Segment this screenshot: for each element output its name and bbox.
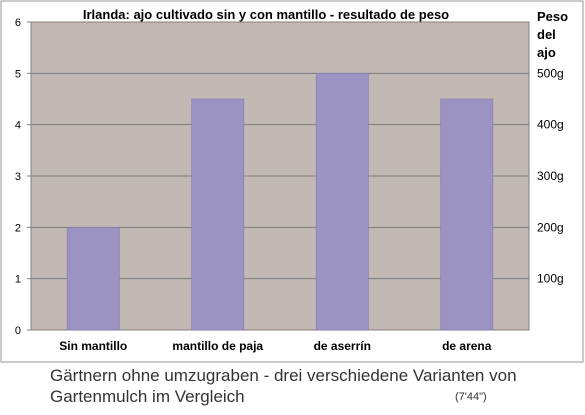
caption: Gärtnern ohne umzugraben - drei verschie… <box>50 365 580 407</box>
y-tick-label: 6 <box>15 17 21 29</box>
y-axis-ticks: 0 1 2 3 4 5 6 <box>15 17 31 337</box>
x-tick-label: Sin mantillo <box>59 339 127 353</box>
caption-line-2: Gartenmulch im Vergleich <box>50 387 245 406</box>
secondary-axis-label: 200g <box>537 220 564 234</box>
chart: 0 1 2 3 4 5 6 500g 400g 300g 200g 100g Sin mantill… <box>0 0 584 363</box>
secondary-axis-title-line-3: ajo <box>537 45 556 60</box>
bar <box>66 227 120 331</box>
bar <box>191 98 245 331</box>
y-tick-label: 1 <box>15 274 21 286</box>
y-tick-label: 3 <box>15 171 21 183</box>
x-tick-label: de aserrín <box>314 339 371 353</box>
bar <box>440 98 494 331</box>
y-tick-label: 5 <box>15 68 21 80</box>
caption-line-1: Gärtnern ohne umzugraben - drei verschie… <box>50 366 517 385</box>
x-tick-label: de arena <box>442 339 492 353</box>
secondary-axis-title-line-1: Peso <box>537 9 568 24</box>
x-axis-ticks: Sin mantillo mantillo de paja de aserrín de… <box>59 339 492 353</box>
bar <box>315 73 369 331</box>
secondary-axis-ticks: 500g 400g 300g 200g 100g <box>537 66 564 285</box>
secondary-axis-label: 300g <box>537 169 564 183</box>
secondary-axis-title-line-2: del <box>537 27 556 42</box>
secondary-axis-label: 500g <box>537 66 564 80</box>
chart-svg: 0 1 2 3 4 5 6 500g 400g 300g 200g 100g Sin mantill… <box>0 0 584 363</box>
caption-timestamp: (7'44") <box>455 391 487 403</box>
bars <box>66 73 494 331</box>
x-tick-label: mantillo de paja <box>172 339 263 353</box>
chart-title: Irlanda: ajo cultivado sin y con mantill… <box>83 7 449 22</box>
secondary-axis-label: 100g <box>537 272 564 286</box>
secondary-axis-label: 400g <box>537 118 564 132</box>
y-tick-label: 2 <box>15 222 21 234</box>
y-tick-label: 4 <box>15 120 21 132</box>
y-tick-label: 0 <box>15 325 21 337</box>
